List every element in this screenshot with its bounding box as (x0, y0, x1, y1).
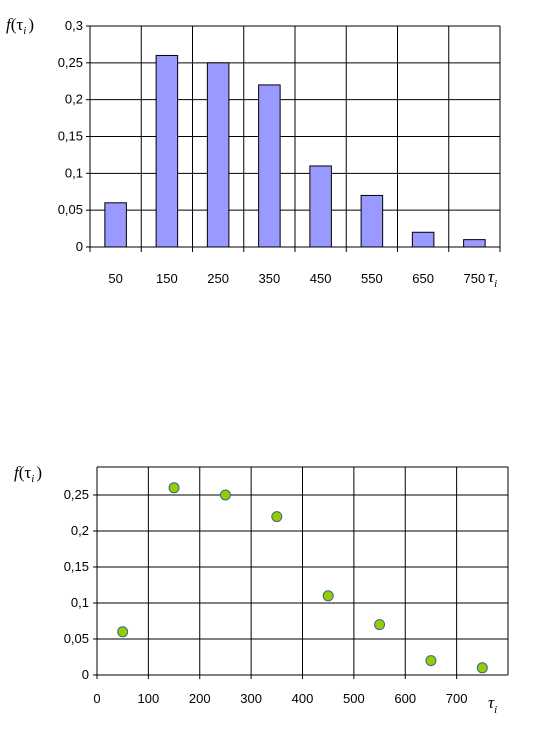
scatter-chart-y-tick-label: 0,05 (64, 631, 89, 646)
scatter-chart-x-axis-title: τi (488, 693, 497, 716)
scatter-chart-x-tick-label: 500 (343, 691, 365, 706)
scatter-point-450 (322, 590, 334, 602)
bar-chart-x-axis-title: τi (488, 267, 497, 290)
y-title-open-paren: ( (11, 15, 17, 34)
bar-chart-x-tick-label: 550 (361, 271, 383, 286)
bar-chart-y-tick-label: 0,1 (65, 165, 83, 180)
x-title-var: τ (488, 267, 495, 286)
sc-y-title-var: τ (24, 463, 31, 482)
bar-450 (309, 165, 332, 248)
scatter-chart-y-tick-label: 0,15 (64, 559, 89, 574)
scatter-point-550 (374, 619, 386, 631)
scatter-chart-grid (97, 466, 509, 675)
bar-chart-x-tick-labels: 50 150 250 350 450 550 650 750 (108, 271, 485, 286)
bar-chart-x-tick-label: 350 (259, 271, 281, 286)
sc-y-title-func: f (14, 463, 21, 482)
scatter-chart-x-tick-label: 300 (240, 691, 262, 706)
scatter-chart-y-axis-title: f(τi) (14, 463, 42, 485)
bar-550 (360, 194, 384, 248)
bar-250 (206, 62, 230, 248)
sc-y-title-open-paren: ( (19, 463, 25, 482)
bar-chart-y-tick-label: 0,3 (65, 18, 83, 33)
scatter-chart-x-tick-label: 400 (292, 691, 314, 706)
scatter-chart-y-tick-label: 0,2 (71, 523, 89, 538)
scatter-chart-x-tick-label: 100 (138, 691, 160, 706)
scatter-chart: 0 0,05 0,1 0,15 0,2 0,25 0 100 200 300 400 500 600 7… (14, 463, 509, 716)
scatter-chart-points (117, 482, 488, 674)
scatter-chart-y-tick-labels: 0 0,05 0,1 0,15 0,2 0,25 (64, 487, 89, 682)
bar-chart-x-tick-label: 150 (156, 271, 178, 286)
scatter-point-650 (425, 655, 437, 667)
bar-750 (463, 239, 486, 248)
bar-chart-y-axis-title: f(τi) (6, 15, 34, 37)
bar-chart-y-tick-label: 0 (76, 239, 83, 254)
bar-chart: 0 0,05 0,1 0,15 0,2 0,25 0,3 50 150 250 350 450 550… (6, 15, 501, 290)
bar-chart-x-tick-label: 450 (310, 271, 332, 286)
scatter-chart-x-tick-label: 700 (446, 691, 468, 706)
scatter-point-50 (117, 626, 129, 638)
y-title-sub: i (23, 25, 26, 37)
sc-y-title-sub: i (31, 473, 34, 485)
scatter-chart-x-tick-labels: 0 100 200 300 400 500 600 700 (93, 691, 467, 706)
scatter-chart-y-tick-label: 0,25 (64, 487, 89, 502)
bar-chart-y-tick-label: 0,15 (58, 129, 83, 144)
scatter-point-150 (168, 482, 180, 494)
sc-x-title-var: τ (488, 693, 495, 712)
scatter-chart-x-tick-label: 0 (93, 691, 100, 706)
scatter-point-750 (476, 662, 488, 674)
bar-chart-x-tick-label: 50 (108, 271, 122, 286)
bar-chart-y-tick-label: 0,2 (65, 92, 83, 107)
scatter-chart-x-tick-label: 200 (189, 691, 211, 706)
bar-50 (104, 202, 127, 248)
bar-chart-x-tick-label: 250 (207, 271, 229, 286)
bar-150 (155, 54, 179, 248)
y-title-close-paren: ) (28, 15, 34, 34)
scatter-chart-y-tick-label: 0 (82, 667, 89, 682)
bar-chart-x-tick-label: 750 (464, 271, 486, 286)
bar-chart-x-tick-label: 650 (412, 271, 434, 286)
bar-chart-y-tick-labels: 0 0,05 0,1 0,15 0,2 0,25 0,3 (58, 18, 83, 254)
x-title-sub: i (494, 278, 497, 290)
bar-chart-y-tick-label: 0,05 (58, 202, 83, 217)
scatter-chart-x-tick-label: 600 (394, 691, 416, 706)
bar-650 (411, 231, 435, 248)
bar-350 (258, 84, 281, 248)
sc-x-title-sub: i (494, 704, 497, 716)
bar-chart-axes (86, 25, 501, 252)
sc-y-title-close-paren: ) (36, 463, 42, 482)
bar-chart-grid (90, 25, 501, 247)
bar-chart-y-tick-label: 0,25 (58, 55, 83, 70)
scatter-chart-y-tick-label: 0,1 (71, 595, 89, 610)
scatter-point-350 (271, 511, 283, 523)
y-title-func: f (6, 15, 13, 34)
scatter-chart-axes (93, 467, 508, 679)
y-title-var: τ (16, 15, 23, 34)
scatter-point-250 (219, 489, 231, 501)
